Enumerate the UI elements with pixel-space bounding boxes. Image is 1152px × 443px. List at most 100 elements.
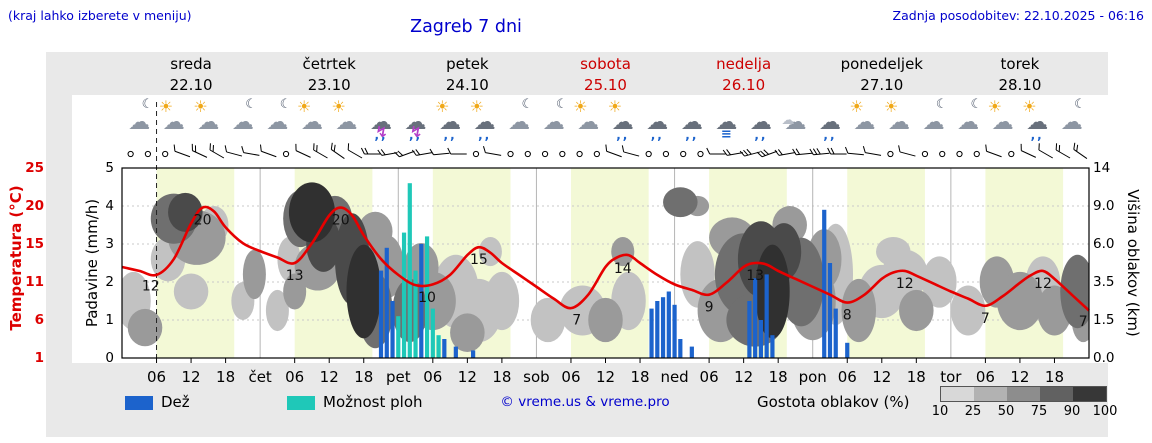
sun-icon: ☀: [884, 97, 899, 116]
cloud-icon: ☁: [128, 110, 151, 135]
sun-icon: ☀: [158, 97, 174, 116]
rain-tick: 1: [105, 312, 114, 328]
density-gradient-segment: [974, 387, 1007, 401]
wind-barbs: [127, 142, 1088, 159]
weather-icon-moon-cloud: ☾ ☁: [1055, 97, 1089, 143]
day-name: torek: [1000, 55, 1040, 73]
density-tick: 50: [997, 404, 1015, 419]
cloud-icon: ☁: [715, 110, 738, 135]
cloud-icon: ☁: [957, 110, 980, 135]
weather-icon-moon-cloud: ☾ ☁: [260, 97, 294, 143]
svg-text:12: 12: [142, 278, 160, 294]
rain-icon: ,,: [478, 128, 492, 142]
day-name: sreda: [170, 55, 212, 73]
svg-text:pet: pet: [386, 368, 411, 386]
svg-text:čet: čet: [248, 368, 271, 386]
location-hint: (kraj lahko izberete v meniju): [8, 8, 192, 23]
cloud-icon: ☁: [611, 110, 634, 135]
weather-icon-sun-cloud: ☀ ☁: [848, 97, 882, 143]
svg-text:pon: pon: [799, 368, 827, 386]
temp-tick: 11: [25, 274, 44, 290]
rain-tick: 0: [105, 350, 114, 366]
weather-icon-sun-cloud: ☀ ☁: [191, 97, 225, 143]
cloud-icon: ☁: [231, 110, 254, 135]
cloud-icon: ☁: [162, 110, 185, 135]
weather-icon-cloud-rain: ☁,,: [675, 97, 709, 143]
weather-icon-cloud-bolt-rain: ☁ ↯,,: [364, 97, 398, 143]
day-date: 25.10: [584, 76, 627, 94]
density-gradient-segment: [941, 387, 974, 401]
day-date: 24.10: [445, 76, 489, 94]
sun-icon: ☀: [296, 97, 312, 116]
svg-text:18: 18: [492, 368, 511, 386]
showers-legend-swatch: [287, 396, 315, 410]
temp-tick: 6: [34, 312, 44, 328]
bolt-icon: ↯: [375, 123, 388, 141]
rain-legend-swatch: [125, 396, 153, 410]
sun-icon: ☀: [193, 97, 208, 116]
day-date: 23.10: [307, 76, 351, 94]
weather-icon-cloud-moon: ☁ ☾: [122, 97, 156, 143]
page-title: Zagreb 7 dni: [410, 17, 522, 37]
copyright-link[interactable]: © vreme.us & vreme.pro: [500, 394, 670, 410]
sun-icon: ☀: [607, 97, 623, 116]
rain-icon: ,,: [443, 128, 457, 142]
rain-icon: ,,: [616, 128, 630, 142]
weather-icon-sun-cloud: ☀ ☁: [882, 97, 916, 143]
svg-text:20: 20: [332, 213, 350, 229]
sun-icon: ☀: [573, 97, 588, 116]
rain-tick: 2: [105, 274, 114, 290]
moon-icon: ☾: [521, 97, 534, 112]
rain-legend-label: Dež: [161, 393, 190, 411]
svg-text:8: 8: [843, 308, 852, 324]
svg-text:13: 13: [286, 268, 304, 284]
temp-tick: 20: [25, 198, 44, 214]
density-tick: 100: [1092, 404, 1118, 419]
cloud-tick: 14: [1093, 160, 1111, 176]
svg-text:20: 20: [194, 213, 212, 229]
svg-text:12: 12: [872, 368, 891, 386]
weather-icon-sun-cloud-rain: ☀ ☁,,: [468, 97, 502, 143]
weather-icon-cloud-rain: ☁,,: [640, 97, 674, 143]
sun-icon: ☀: [435, 97, 450, 116]
moon-icon: ☾: [279, 97, 292, 112]
cloud-icon: ☁: [508, 110, 531, 135]
cloud-tick: 3.5: [1093, 274, 1115, 290]
rain-bars: [378, 209, 850, 358]
weather-icon-cloud-rain: ☁,,: [813, 97, 847, 143]
moon-icon: ☾: [141, 97, 154, 112]
temp-tick: 15: [25, 236, 44, 252]
day-date: 22.10: [169, 76, 213, 94]
rain-icon: ,,: [754, 128, 768, 142]
temperature-curve: [121, 205, 1090, 312]
rain-icon: ,,: [823, 128, 837, 142]
svg-text:12: 12: [458, 368, 477, 386]
cloud-icon: ☁: [1026, 110, 1049, 135]
density-gradient-segment: [1040, 387, 1073, 401]
cloud-density-gradient: [940, 386, 1107, 402]
svg-text:9: 9: [705, 300, 714, 316]
svg-text:7: 7: [1079, 314, 1088, 330]
cloud-icon: ☁: [1060, 110, 1083, 135]
moon-icon: ☾: [556, 97, 568, 112]
svg-text:18: 18: [907, 368, 926, 386]
sun-icon: ☀: [849, 97, 864, 116]
sun-icon: ☀: [331, 97, 346, 116]
svg-text:18: 18: [216, 368, 235, 386]
lines-icon: ≡: [720, 127, 732, 142]
svg-text:15: 15: [470, 252, 488, 268]
cloud-icon: ☁: [439, 110, 462, 135]
weather-icon-sun-cloud-rain: ☀ ☁,,: [1020, 97, 1054, 143]
density-tick: 10: [931, 404, 949, 419]
rain-tick: 5: [105, 160, 114, 176]
svg-text:12: 12: [596, 368, 615, 386]
svg-text:06: 06: [423, 368, 442, 386]
day-name: petek: [446, 55, 489, 73]
cloud-icon: ☁: [991, 110, 1014, 135]
weather-icon-moon-cloud: ☾ ☁: [537, 97, 571, 143]
cloud-icon: ☁: [888, 110, 911, 135]
svg-text:12: 12: [734, 368, 753, 386]
cloud-tick: 1.5: [1093, 312, 1115, 328]
last-update: Zadnja posodobitev: 22.10.2025 - 06:16: [892, 8, 1144, 23]
